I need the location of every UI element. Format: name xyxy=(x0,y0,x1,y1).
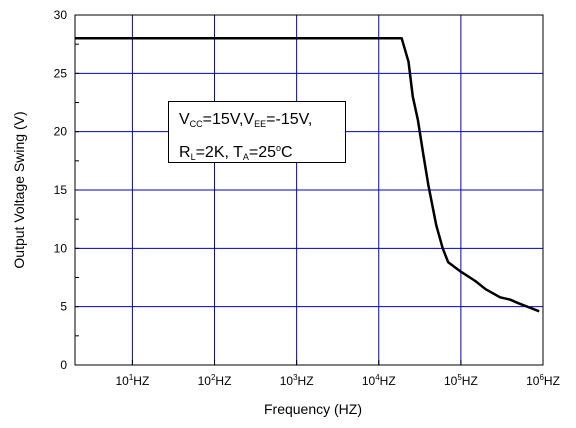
ta-subscript: A xyxy=(242,152,249,162)
y-tick-label: 0 xyxy=(60,358,67,372)
rl-symbol: R xyxy=(179,144,191,161)
x-axis-label: Frequency (HZ) xyxy=(264,401,362,417)
x-tick-label: 101HZ xyxy=(115,373,149,388)
series-group xyxy=(75,37,540,313)
y-tick-labels: 0 5 10 15 20 25 30 xyxy=(54,8,68,372)
conditions-annotation: VCC=15V,VEE=-15V, RL=2K, TA=25oC xyxy=(168,101,346,163)
vee-value: =-15V, xyxy=(266,111,313,128)
ta-symbol: T xyxy=(233,144,243,161)
rl-value: =2K, xyxy=(195,144,234,161)
ta-value: =25 xyxy=(248,144,277,161)
y-tick-label: 10 xyxy=(54,241,68,255)
annotation-line-1: VCC=15V,VEE=-15V, xyxy=(179,108,345,136)
y-tick-label: 15 xyxy=(54,183,68,197)
ta-unit: C xyxy=(281,144,293,161)
y-tick-label: 25 xyxy=(54,66,68,80)
vcc-symbol: V xyxy=(179,111,190,128)
x-tick-label: 105HZ xyxy=(444,373,478,388)
y-axis-label: Output Voltage Swing (V) xyxy=(11,111,27,268)
y-tick-label: 30 xyxy=(54,8,68,22)
rl-subscript: L xyxy=(190,152,196,162)
y-tick-label: 5 xyxy=(60,300,67,314)
vee-subscript: EE xyxy=(254,119,267,129)
grid xyxy=(75,15,543,365)
vee-symbol: V xyxy=(243,111,255,128)
x-tick-labels: 101HZ 102HZ 103HZ 104HZ 105HZ 106HZ xyxy=(115,373,559,388)
vcc-value: =15V, xyxy=(202,111,244,128)
degree-mark: o xyxy=(276,143,282,153)
x-tick-label: 103HZ xyxy=(280,373,314,388)
y-tick-label: 20 xyxy=(54,125,68,139)
vcc-subscript: CC xyxy=(189,119,203,129)
plot-area xyxy=(74,14,544,366)
annotation-line-2: RL=2K, TA=25oC xyxy=(179,136,345,169)
x-tick-label: 106HZ xyxy=(526,373,560,388)
series-line xyxy=(75,37,540,313)
x-tick-label: 104HZ xyxy=(362,373,396,388)
x-tick-label: 102HZ xyxy=(198,373,232,388)
